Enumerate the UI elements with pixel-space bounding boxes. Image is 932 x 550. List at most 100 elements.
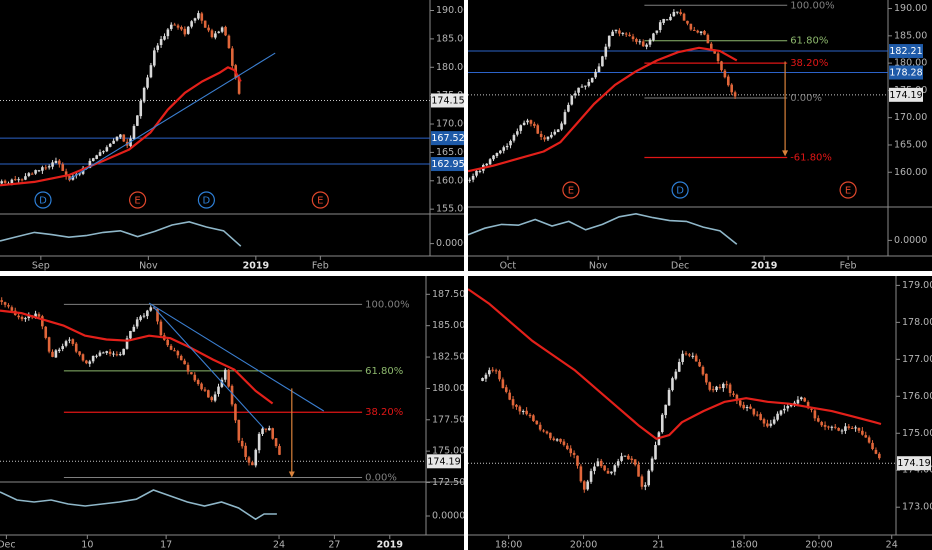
candle-body [604, 46, 608, 57]
trendline [68, 52, 276, 181]
candle-body [200, 13, 204, 21]
candle-body [146, 310, 149, 317]
x-tick-label: 24 [273, 540, 285, 550]
candle-body [61, 164, 65, 171]
fib-level-label: 61.80% [365, 366, 403, 377]
candle-body [686, 20, 689, 24]
fib-level-label: 38.20% [365, 407, 403, 418]
candle-body [539, 133, 543, 138]
candle-body [173, 24, 176, 26]
earnings-marker[interactable] [129, 191, 147, 209]
candle-body [78, 351, 81, 355]
y-tick-label: 160.00 [894, 167, 927, 178]
y-tick-label: 180.00 [436, 62, 464, 73]
candle-body [203, 20, 207, 28]
candle-body [71, 339, 75, 344]
candle-body [261, 428, 264, 434]
candle-body [173, 350, 176, 352]
candle-body [146, 77, 149, 88]
candle-body [755, 414, 759, 416]
candle-body [169, 24, 173, 29]
candle-body [691, 355, 695, 357]
earnings-marker[interactable] [839, 181, 857, 199]
candle-body [30, 173, 34, 175]
dividend-marker[interactable] [197, 191, 215, 209]
candle-body [641, 41, 645, 47]
moving-average-line [0, 66, 242, 187]
dividend-marker[interactable] [34, 191, 52, 209]
candle-body [658, 22, 662, 30]
y-tick-label: 185.00 [894, 30, 927, 41]
candle-body [614, 29, 618, 32]
candle-body [268, 428, 271, 431]
candle-body [176, 25, 180, 28]
candle-body [560, 123, 563, 130]
candle-body [610, 471, 613, 474]
candle-body [762, 419, 766, 424]
candle-body [682, 13, 686, 21]
x-tick-label: Oct [500, 261, 517, 272]
candle-body [271, 428, 274, 439]
y-tick-label: 182.50 [432, 352, 464, 363]
candle-body [13, 179, 17, 181]
candle-body [37, 170, 41, 172]
y-tick-label: 175.00 [432, 446, 464, 457]
chart-panel-top-right[interactable]: 160.00165.00170.00175.00180.00185.00190.… [468, 0, 932, 271]
candle-body [703, 30, 706, 35]
fib-level-label: 38.20% [790, 58, 828, 69]
candle-body [88, 361, 92, 364]
price-tag-label: 178.28 [889, 68, 922, 79]
candle-body [589, 471, 593, 482]
y-tick-label: 175.00 [902, 428, 932, 439]
candle-body [631, 36, 635, 40]
candle-body [488, 370, 491, 375]
chart-panel-bottom-left[interactable]: 172.50 175.00 177.50 180.00 182.50 185.00 187.… [0, 276, 464, 550]
candle-body [732, 393, 735, 395]
candle-body [820, 422, 823, 426]
candle-body [823, 425, 827, 427]
candle-body [136, 115, 139, 126]
candle-body [572, 452, 576, 455]
candle-body [546, 136, 550, 140]
dividend-marker[interactable] [671, 181, 689, 199]
candle-body [512, 135, 516, 141]
candle-body [533, 123, 536, 126]
candle-body [580, 86, 584, 88]
candle-body [711, 389, 715, 391]
candle-body [186, 364, 190, 372]
chart-panel-top-left[interactable]: 155.00160.00165.00170.00175.00180.00185.… [0, 0, 464, 271]
x-tick-label: 24 [886, 540, 898, 550]
candle-body [582, 481, 586, 490]
candle-body [665, 19, 669, 21]
candle-body [689, 23, 693, 30]
event-label: D [203, 196, 211, 207]
candle-body [237, 77, 241, 94]
candle-body [163, 36, 166, 40]
y-tick-label: 185.00 [436, 33, 464, 44]
candle-body [543, 137, 546, 140]
candle-body [573, 93, 577, 96]
candle-body [660, 414, 664, 433]
candle-body [521, 411, 525, 413]
earnings-marker[interactable] [562, 181, 580, 199]
candle-body [861, 430, 864, 435]
y-tick-label: 177.50 [432, 414, 464, 425]
candle-body [864, 435, 868, 438]
chart-panel-bottom-right[interactable]: 173.00 174.00 175.00 176.00 177.00 178.00 179.… [468, 276, 932, 550]
candle-body [278, 446, 281, 455]
y-tick-label: 165.00 [436, 147, 464, 158]
earnings-marker[interactable] [311, 191, 329, 209]
candle-body [567, 104, 570, 112]
candle-body [550, 134, 553, 138]
price-tag [897, 456, 931, 471]
candle-body [555, 439, 559, 441]
candle-body [628, 34, 631, 37]
candle-body [549, 432, 552, 439]
candle-body [54, 350, 58, 358]
candle-body [105, 147, 109, 152]
y-tick-label: 177.00 [902, 354, 932, 365]
candle-body [667, 389, 671, 406]
candle-body [488, 159, 492, 165]
candle-body [501, 379, 505, 389]
candle-body [78, 173, 82, 175]
